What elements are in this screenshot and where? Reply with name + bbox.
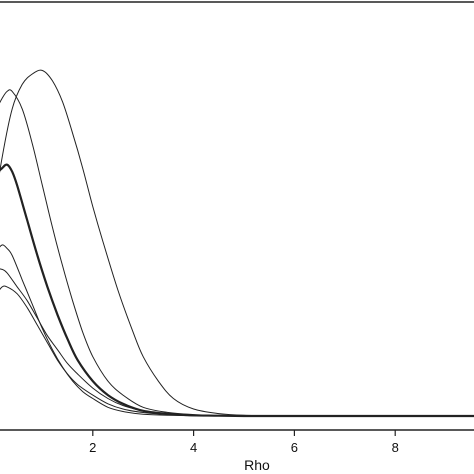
series-line-1 [0,69,474,417]
series-line-4 [0,244,474,417]
x-axis-title: Rho [244,457,270,473]
series-line-5 [0,268,474,417]
x-tick-label: 4 [190,440,197,455]
x-tick-label: 8 [392,440,399,455]
x-tick-label: 2 [89,440,96,455]
series-line-6 [0,285,474,417]
x-axis-ticks: 2 4 6 8 [89,430,399,455]
series-lines [0,69,474,418]
x-tick-label: 6 [291,440,298,455]
